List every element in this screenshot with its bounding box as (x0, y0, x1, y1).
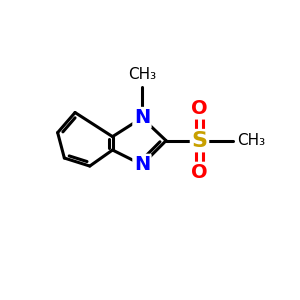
Text: S: S (191, 130, 208, 151)
Text: CH₃: CH₃ (128, 67, 156, 82)
Text: O: O (191, 163, 208, 182)
Text: N: N (134, 108, 150, 128)
Text: O: O (191, 99, 208, 118)
Text: CH₃: CH₃ (237, 133, 265, 148)
Text: N: N (134, 155, 150, 174)
